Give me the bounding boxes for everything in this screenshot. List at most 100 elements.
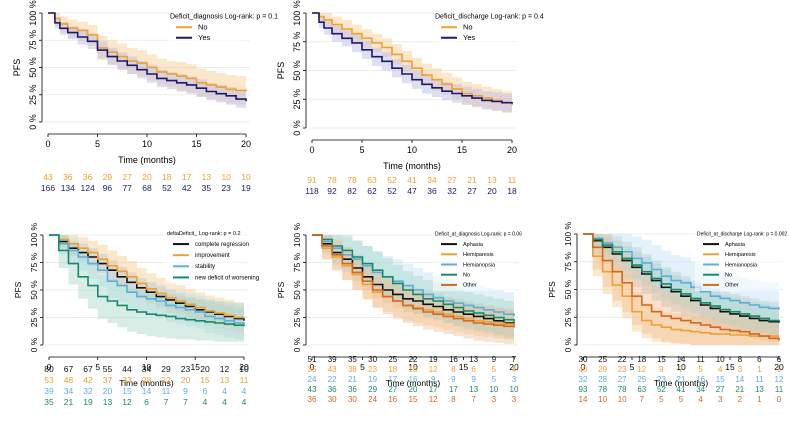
y-tick-label: 50 % xyxy=(28,57,38,78)
risk-table-value: 12 xyxy=(220,364,230,374)
y-tick-label: 100 % xyxy=(292,223,302,248)
x-axis-label: Time (months) xyxy=(654,378,709,388)
risk-table-value: 24 xyxy=(368,395,377,404)
risk-table-value: 6 xyxy=(144,397,149,407)
risk-table-value: 27 xyxy=(716,385,725,394)
risk-table-value: 9 xyxy=(471,375,476,384)
legend-entry: Other xyxy=(725,283,739,289)
risk-table-value: 35 xyxy=(202,183,212,193)
y-tick-label: 50 % xyxy=(292,280,302,300)
y-tick-label: 75 % xyxy=(292,31,302,52)
legend-entry: Yes xyxy=(198,33,210,42)
risk-table-value: 23 xyxy=(181,364,191,374)
risk-table-value: 52 xyxy=(162,183,172,193)
legend-entry: Hemiparesis xyxy=(463,252,494,258)
risk-table-value: 10 xyxy=(510,385,519,394)
risk-table-value: 13 xyxy=(469,355,478,364)
risk-table-value: 7 xyxy=(183,397,188,407)
y-axis-label: PFS xyxy=(276,62,286,80)
legend-entry: No xyxy=(463,23,473,32)
y-tick-label: 25 % xyxy=(29,307,39,327)
risk-table-value: 55 xyxy=(103,364,113,374)
risk-table-value: 11 xyxy=(775,385,784,394)
risk-table-value: 21 xyxy=(677,375,686,384)
y-axis-label: PFS xyxy=(547,281,557,298)
risk-table-value: 36 xyxy=(427,186,437,196)
y-tick-label: 25 % xyxy=(563,307,573,327)
legend: Deficit_at_diagnosis Log-rank: p = 0.06 A… xyxy=(433,229,522,291)
risk-table-value: 40 xyxy=(579,365,588,374)
risk-table-value: 35 xyxy=(348,355,357,364)
y-tick-label: 75 % xyxy=(29,252,39,272)
x-tick-label: 15 xyxy=(191,139,201,149)
legend-title: deltaDeficit_ Log-rank: p = 0.2 xyxy=(167,231,241,237)
risk-table-value: 11 xyxy=(755,375,764,384)
x-tick-label: 15 xyxy=(457,145,467,155)
risk-table-value: 22 xyxy=(161,375,171,385)
risk-table-value: 1 xyxy=(777,365,782,374)
risk-table-value: 15 xyxy=(200,375,210,385)
legend-entry: improvement xyxy=(195,253,230,259)
legend-entry: new deficit of worsening xyxy=(195,275,259,281)
risk-table-value: 10 xyxy=(221,172,231,182)
risk-table-value: 17 xyxy=(182,172,192,182)
risk-table-value: 12 xyxy=(775,375,784,384)
legend-entry: Hemianopsia xyxy=(463,262,496,268)
risk-table-value: 30 xyxy=(579,355,588,364)
risk-table-value: 17 xyxy=(388,375,397,384)
risk-table-value: 15 xyxy=(716,375,725,384)
risk-table-value: 44 xyxy=(122,364,132,374)
risk-table-value: 5 xyxy=(492,365,497,374)
risk-table-value: 48 xyxy=(64,375,74,385)
risk-table-value: 29 xyxy=(598,365,607,374)
risk-table-value: 18 xyxy=(162,172,172,182)
legend-entry: Other xyxy=(463,283,477,289)
risk-table-value: 1 xyxy=(757,365,762,374)
legend-box xyxy=(433,229,515,291)
risk-table-value: 27 xyxy=(618,375,627,384)
risk-table-value: 15 xyxy=(409,395,418,404)
risk-table-value: 29 xyxy=(103,172,113,182)
x-tick-label: 10 xyxy=(407,145,417,155)
x-tick-label: 0 xyxy=(45,139,50,149)
risk-table-value: 78 xyxy=(598,385,607,394)
survival-line-no xyxy=(312,234,515,322)
x-tick-label: 20 xyxy=(239,362,249,372)
legend-entry: Aphasia xyxy=(463,242,484,248)
risk-table-value: 30 xyxy=(348,395,357,404)
risk-table-value: 34 xyxy=(142,364,152,374)
x-tick-label: 5 xyxy=(359,145,364,155)
risk-table-value: 41 xyxy=(407,175,417,185)
risk-table-value: 4 xyxy=(222,386,227,396)
risk-table-value: 18 xyxy=(637,355,646,364)
risk-table-value: 43 xyxy=(328,365,337,374)
risk-table-value: 78 xyxy=(327,175,337,185)
risk-table-value: 5 xyxy=(698,365,703,374)
survival-line-hemiparesis xyxy=(583,233,779,337)
risk-table-value: 96 xyxy=(103,183,113,193)
risk-table-value: 0 xyxy=(777,395,782,404)
risk-table-value: 16 xyxy=(388,395,397,404)
risk-table-value: 11 xyxy=(240,375,249,385)
risk-table-value: 27 xyxy=(122,172,132,182)
risk-table-value: 27 xyxy=(388,385,397,394)
risk-table-value: 35 xyxy=(308,365,317,374)
risk-table-value: 18 xyxy=(388,365,397,374)
risk-table-value: 52 xyxy=(387,175,397,185)
risk-table-value: 42 xyxy=(83,375,93,385)
y-tick-label: 75 % xyxy=(563,252,573,272)
risk-table-value: 36 xyxy=(83,172,93,182)
risk-table-value: 12 xyxy=(637,365,646,374)
risk-table-value: 19 xyxy=(429,355,438,364)
risk-table-value: 6 xyxy=(757,355,762,364)
risk-table-value: 12 xyxy=(429,365,438,374)
risk-table-value: 39 xyxy=(44,386,54,396)
survival-line-other xyxy=(583,233,780,341)
legend-entry: stability xyxy=(195,264,215,270)
survival-line-yes xyxy=(312,12,513,104)
risk-table-value: 13 xyxy=(469,385,478,394)
y-tick-label: 50 % xyxy=(29,280,39,300)
